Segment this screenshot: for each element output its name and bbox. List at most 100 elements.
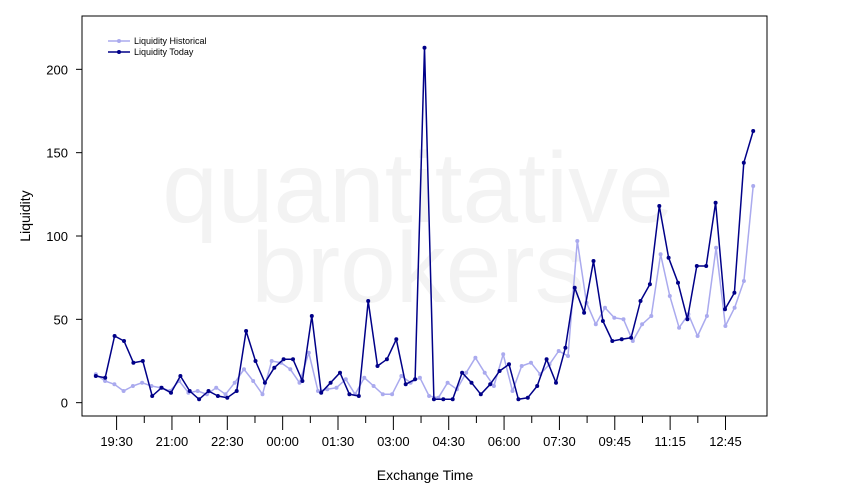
series-1-point	[713, 200, 718, 205]
series-0-point	[575, 239, 580, 243]
series-1-point	[488, 382, 493, 387]
series-0-point	[464, 370, 469, 375]
legend-label-today: Liquidity Today	[134, 47, 194, 57]
plot-frame	[81, 15, 768, 417]
series-0-point	[130, 384, 135, 388]
series-1-point	[244, 329, 249, 333]
series-1-point	[122, 339, 126, 343]
series-1-point	[554, 380, 558, 385]
series-1-point	[676, 280, 680, 285]
series-1-point	[638, 299, 643, 303]
series-0-point	[362, 375, 367, 380]
y-tick-label: 150	[46, 146, 68, 161]
series-0-point	[195, 389, 200, 393]
y-tick-label: 200	[46, 62, 68, 77]
series-1-point	[178, 374, 183, 378]
series-1-point	[741, 160, 746, 165]
series-1-point	[647, 282, 652, 287]
x-axis-title: Exchange Time	[377, 467, 474, 483]
x-tick-label: 01:30	[322, 434, 355, 449]
series-layer	[93, 45, 756, 402]
series-1-point	[572, 285, 577, 290]
legend-marker-today-dot	[117, 50, 121, 54]
series-0-point	[741, 279, 746, 283]
series-1-point	[422, 45, 427, 50]
series-0-point	[566, 354, 570, 358]
watermark-line-1: quantitative	[162, 132, 673, 244]
x-tick-label: 00:00	[266, 434, 299, 449]
legend: Liquidity Historical Liquidity Today	[108, 36, 207, 57]
series-1-point	[394, 337, 399, 342]
x-axis: 19:30 21:00 22:30 00:00 01:30 03:00 04:30 06:00…	[100, 416, 742, 449]
series-0-point	[603, 305, 607, 310]
legend-marker-historical-dot	[117, 39, 121, 43]
series-1-point	[366, 299, 371, 303]
series-1-point	[535, 384, 540, 388]
x-tick-label: 21:00	[156, 434, 189, 449]
series-0-point	[445, 380, 450, 385]
series-1-point	[723, 307, 727, 312]
series-1-point	[309, 314, 314, 318]
series-0-point	[677, 325, 682, 330]
series-1-point	[657, 204, 662, 208]
series-1-point	[384, 357, 389, 362]
series-0-point	[640, 322, 645, 327]
y-axis: 0 50 100 150 200	[46, 62, 82, 411]
series-0-point	[121, 389, 126, 393]
series-0-point	[399, 374, 404, 378]
series-1-point	[103, 375, 108, 380]
series-0-point	[103, 379, 108, 383]
series-0-point	[529, 360, 533, 365]
series-0-point	[251, 379, 256, 383]
series-0-point	[510, 389, 515, 393]
series-1-point	[629, 335, 634, 340]
series-1-point	[253, 359, 258, 363]
series-0-point	[473, 355, 478, 360]
series-0-point	[334, 385, 339, 390]
series-1-point	[150, 394, 155, 398]
series-1-point	[338, 370, 342, 375]
series-0-point	[242, 367, 246, 372]
y-axis-title: Liquidity	[17, 190, 33, 241]
series-1-point	[610, 339, 615, 343]
y-tick-label: 0	[61, 396, 68, 411]
x-tick-label: 03:00	[377, 434, 410, 449]
series-0-point	[316, 389, 320, 393]
series-1-point	[619, 337, 624, 342]
series-0-point	[417, 375, 422, 380]
series-0-point	[380, 392, 385, 397]
series-1-point	[591, 259, 596, 263]
series-0-point	[593, 322, 598, 327]
series-1-point	[300, 379, 305, 383]
x-tick-label: 04:30	[432, 434, 465, 449]
x-tick-label: 07:30	[543, 434, 576, 449]
series-1-point	[497, 369, 502, 373]
series-0-point	[621, 317, 626, 322]
legend-label-historical: Liquidity Historical	[134, 36, 207, 46]
series-1-point	[112, 334, 117, 338]
series-0-point	[140, 380, 145, 385]
series-1-point	[413, 377, 418, 382]
series-1-point	[291, 357, 295, 362]
series-0-point	[723, 324, 728, 328]
series-0-point	[732, 305, 737, 310]
series-0-point	[501, 352, 506, 357]
series-0-point	[491, 384, 496, 388]
series-1-point	[704, 264, 709, 268]
series-0-point	[306, 350, 311, 355]
series-1-point	[319, 390, 324, 395]
series-0-point	[269, 359, 274, 363]
series-0-point	[288, 367, 293, 372]
series-0-point	[214, 385, 219, 390]
series-1-point	[272, 365, 277, 370]
series-0-point	[223, 392, 228, 397]
series-1-point	[375, 364, 380, 368]
series-1-point	[441, 397, 446, 402]
series-0-point	[695, 334, 700, 338]
x-tick-label: 11:15	[654, 434, 686, 449]
y-tick-label: 100	[46, 229, 68, 244]
series-1-point	[356, 394, 361, 398]
series-1-point	[131, 360, 136, 365]
series-1-point	[732, 290, 737, 295]
